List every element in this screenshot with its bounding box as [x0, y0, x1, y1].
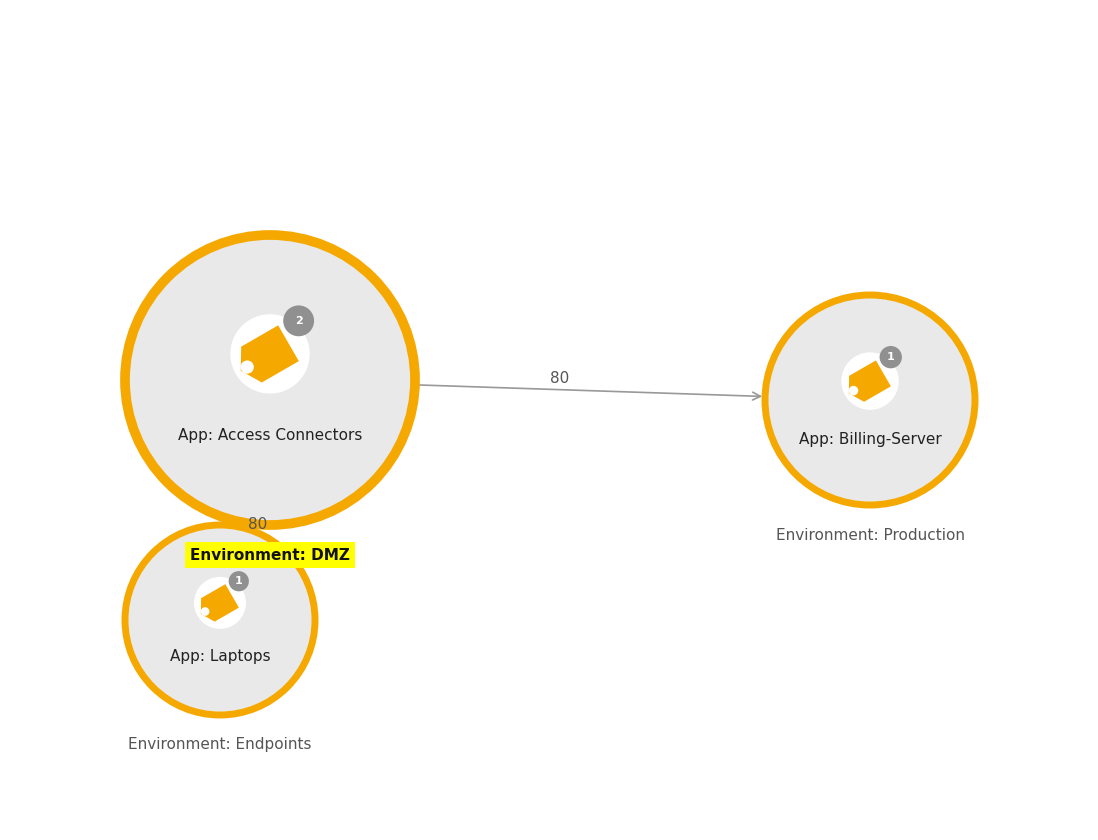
Circle shape: [283, 306, 314, 336]
Text: Environment: Production: Environment: Production: [775, 528, 964, 543]
Polygon shape: [201, 584, 239, 622]
Circle shape: [228, 571, 249, 591]
Circle shape: [240, 360, 254, 374]
Circle shape: [879, 346, 901, 368]
Circle shape: [194, 577, 246, 629]
Circle shape: [231, 314, 310, 394]
Text: App: Laptops: App: Laptops: [170, 648, 270, 664]
Circle shape: [841, 352, 899, 410]
Polygon shape: [849, 360, 890, 402]
Circle shape: [201, 607, 210, 616]
Text: 80: 80: [248, 517, 268, 532]
Circle shape: [849, 386, 859, 396]
Polygon shape: [240, 325, 299, 382]
Text: 1: 1: [887, 352, 895, 362]
Text: 2: 2: [294, 316, 303, 326]
Circle shape: [125, 235, 415, 525]
Text: Environment: DMZ: Environment: DMZ: [190, 548, 350, 563]
Text: App: Billing-Server: App: Billing-Server: [798, 433, 941, 448]
Text: Environment: Endpoints: Environment: Endpoints: [128, 738, 312, 753]
Circle shape: [765, 295, 975, 505]
Circle shape: [125, 525, 315, 715]
Text: App: Access Connectors: App: Access Connectors: [178, 428, 362, 443]
Text: 80: 80: [550, 371, 570, 386]
Text: 1: 1: [235, 576, 243, 586]
